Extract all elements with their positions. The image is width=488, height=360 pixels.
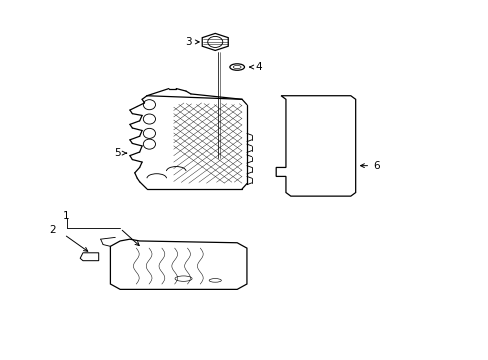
Text: 6: 6 (372, 161, 379, 171)
Text: 2: 2 (49, 225, 56, 235)
Text: 1: 1 (63, 211, 70, 221)
Text: 3: 3 (185, 37, 191, 47)
Text: 4: 4 (255, 62, 262, 72)
Text: 5: 5 (114, 148, 121, 158)
